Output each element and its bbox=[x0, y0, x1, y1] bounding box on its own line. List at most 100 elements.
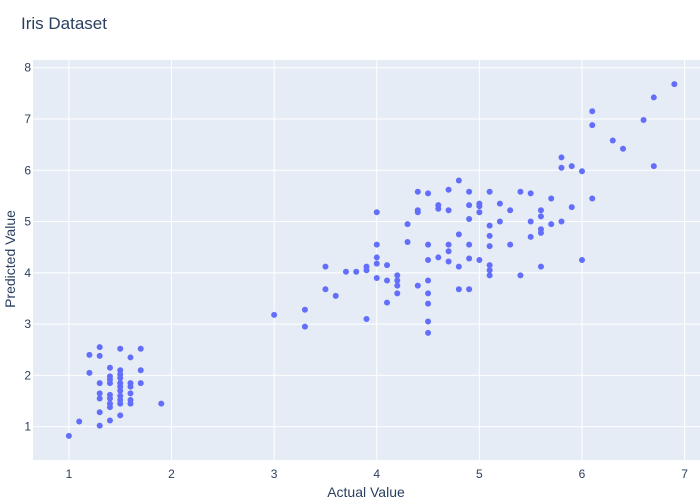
x-tick-label: 3 bbox=[271, 467, 278, 481]
data-point bbox=[578, 168, 585, 175]
x-tick-label: 6 bbox=[579, 467, 586, 481]
data-point bbox=[425, 318, 432, 325]
data-point bbox=[537, 263, 544, 270]
data-point bbox=[117, 367, 124, 374]
data-point bbox=[650, 163, 657, 170]
y-tick-label: 2 bbox=[24, 368, 31, 382]
data-point bbox=[117, 374, 124, 381]
data-point bbox=[486, 232, 493, 239]
data-point bbox=[425, 257, 432, 263]
data-point bbox=[486, 188, 493, 195]
data-point bbox=[373, 209, 380, 216]
data-point bbox=[507, 207, 514, 214]
y-axis-label: Predicted Value bbox=[2, 210, 18, 308]
data-point bbox=[435, 254, 442, 261]
data-point bbox=[363, 267, 370, 274]
data-point bbox=[425, 329, 432, 336]
data-point bbox=[117, 412, 124, 419]
data-point bbox=[496, 200, 503, 207]
data-point bbox=[353, 268, 360, 275]
data-point bbox=[445, 207, 452, 214]
data-point bbox=[394, 282, 401, 289]
data-point bbox=[425, 290, 432, 297]
data-point bbox=[568, 163, 575, 170]
x-tick-label: 4 bbox=[373, 467, 380, 481]
data-point bbox=[117, 400, 124, 407]
data-point bbox=[517, 188, 524, 195]
data-point bbox=[466, 241, 473, 248]
data-point bbox=[86, 369, 93, 376]
data-point bbox=[76, 418, 83, 425]
data-point bbox=[301, 306, 308, 313]
x-axis-ticks: 1 2 3 4 5 6 7 bbox=[66, 467, 689, 481]
data-point bbox=[96, 390, 103, 397]
data-point bbox=[578, 257, 585, 263]
data-point bbox=[568, 204, 575, 211]
data-point bbox=[517, 272, 524, 279]
data-point bbox=[445, 258, 452, 265]
y-tick-label: 4 bbox=[24, 266, 31, 280]
data-point bbox=[496, 218, 503, 225]
data-point bbox=[96, 395, 103, 402]
y-tick-label: 1 bbox=[24, 420, 31, 434]
x-tick-label: 2 bbox=[168, 467, 175, 481]
data-point bbox=[466, 215, 473, 222]
data-point bbox=[558, 164, 565, 171]
data-point bbox=[486, 243, 493, 250]
data-point bbox=[640, 117, 647, 123]
data-point bbox=[127, 354, 134, 361]
data-point bbox=[117, 392, 124, 399]
data-point bbox=[106, 417, 113, 424]
data-point bbox=[86, 351, 93, 358]
data-point bbox=[671, 81, 678, 88]
data-point bbox=[455, 263, 462, 270]
data-point bbox=[620, 145, 627, 152]
data-point bbox=[589, 195, 596, 202]
data-point bbox=[527, 233, 534, 240]
data-point bbox=[332, 292, 339, 299]
data-point bbox=[476, 203, 483, 210]
data-point bbox=[96, 380, 103, 387]
data-point bbox=[117, 383, 124, 390]
y-tick-label: 7 bbox=[24, 112, 31, 126]
data-point bbox=[466, 255, 473, 262]
data-point bbox=[106, 380, 113, 387]
data-point bbox=[425, 277, 432, 284]
x-tick-label: 7 bbox=[681, 467, 688, 481]
data-point bbox=[137, 345, 144, 352]
data-point bbox=[96, 352, 103, 359]
data-point bbox=[425, 190, 432, 197]
data-point bbox=[271, 311, 278, 318]
data-point bbox=[394, 277, 401, 284]
data-point bbox=[127, 383, 134, 390]
data-point bbox=[117, 387, 124, 394]
data-point bbox=[609, 137, 616, 144]
data-point bbox=[414, 209, 421, 216]
data-point bbox=[455, 231, 462, 238]
data-point bbox=[384, 262, 391, 269]
data-point bbox=[476, 257, 483, 263]
plot-area bbox=[33, 60, 700, 460]
data-point bbox=[548, 221, 555, 228]
data-point bbox=[96, 422, 103, 429]
scatter-points bbox=[65, 81, 678, 439]
data-point bbox=[486, 262, 493, 269]
data-point bbox=[414, 282, 421, 289]
data-point bbox=[117, 345, 124, 352]
y-tick-label: 3 bbox=[24, 317, 31, 331]
data-point bbox=[558, 218, 565, 225]
chart-title: Iris Dataset bbox=[21, 14, 107, 33]
data-point bbox=[476, 209, 483, 216]
data-point bbox=[301, 323, 308, 330]
data-point bbox=[137, 380, 144, 387]
x-tick-label: 5 bbox=[476, 467, 483, 481]
data-point bbox=[363, 315, 370, 322]
data-point bbox=[127, 400, 134, 407]
data-point bbox=[106, 364, 113, 371]
data-point bbox=[373, 241, 380, 248]
y-tick-label: 5 bbox=[24, 215, 31, 229]
data-point bbox=[404, 239, 411, 246]
data-point bbox=[486, 267, 493, 274]
data-point bbox=[445, 248, 452, 255]
data-point bbox=[384, 277, 391, 284]
